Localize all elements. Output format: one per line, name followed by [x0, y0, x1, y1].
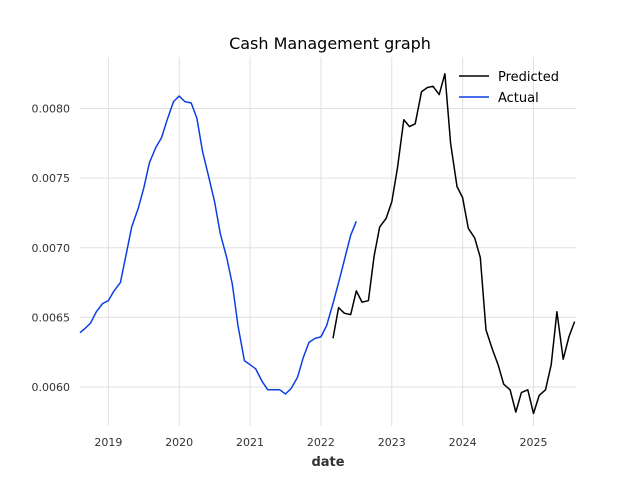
series-line-actual: [79, 95, 357, 395]
legend: Predicted Actual: [459, 70, 559, 106]
x-tick-label-2025: 2025: [519, 436, 547, 449]
y-tick-label-0.0070: 0.0070: [32, 242, 71, 255]
y-tick-label-0.0060: 0.0060: [32, 381, 71, 394]
x-tick-label-2021: 2021: [236, 436, 264, 449]
x-axis-label: date: [311, 455, 344, 470]
x-tick-label-2024: 2024: [449, 436, 477, 449]
grid-layer: [80, 57, 576, 426]
tick-layer: 2019 2020 2021 2022 2023 2024 2025 0.0060 0.0065…: [32, 103, 548, 449]
y-tick-label-0.0075: 0.0075: [32, 172, 71, 185]
series-layer: [79, 72, 576, 415]
legend-label-predicted: Predicted: [498, 70, 559, 85]
legend-label-actual: Actual: [498, 91, 539, 106]
x-tick-label-2019: 2019: [94, 436, 122, 449]
chart-title: Cash Management graph: [229, 34, 431, 53]
series-line-predicted: [332, 72, 576, 415]
y-tick-label-0.0080: 0.0080: [32, 103, 71, 116]
y-tick-label-0.0065: 0.0065: [32, 311, 71, 324]
x-tick-label-2023: 2023: [378, 436, 406, 449]
x-tick-label-2020: 2020: [165, 436, 193, 449]
x-tick-label-2022: 2022: [307, 436, 335, 449]
